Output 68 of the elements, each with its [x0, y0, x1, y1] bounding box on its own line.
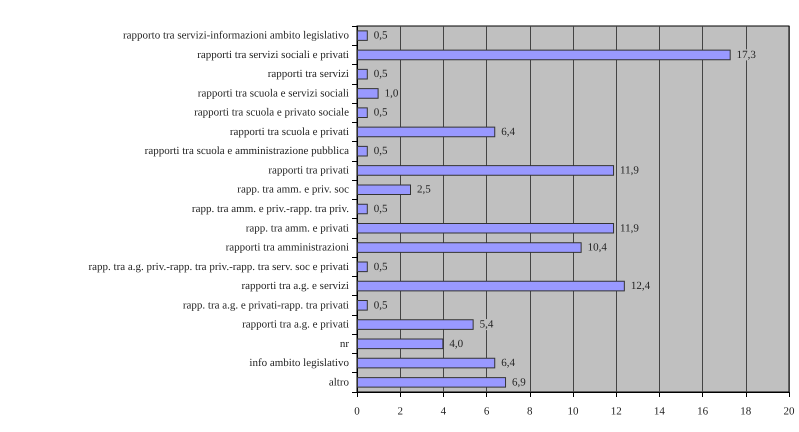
bar — [357, 261, 368, 272]
bar — [357, 338, 444, 350]
bar — [357, 204, 368, 214]
data-label: 11,9 — [620, 222, 640, 234]
bar — [357, 107, 368, 118]
data-label: 12,4 — [630, 280, 651, 292]
x-tick-label: 2 — [397, 406, 403, 418]
bar — [357, 358, 496, 368]
y-tick-label: rapp. tra amm. e privati — [246, 222, 349, 234]
data-label: 0,5 — [374, 30, 388, 42]
x-tick-label: 6 — [484, 406, 490, 418]
data-label: 11,9 — [620, 164, 640, 176]
bar — [357, 184, 411, 196]
data-label: 0,5 — [374, 68, 388, 80]
data-label: 10,4 — [588, 242, 608, 254]
x-tick-label: 12 — [610, 406, 622, 418]
data-label: 0,5 — [374, 203, 388, 215]
x-tick-label: 8 — [527, 406, 534, 418]
y-tick-label: rapporti tra a.g. e servizi — [241, 280, 349, 292]
y-tick-label: nr — [340, 338, 350, 350]
y-tick-label: rapporti tra scuola e servizi sociali — [198, 87, 349, 100]
x-tick-label: 18 — [740, 406, 752, 418]
bar — [357, 146, 368, 157]
x-tick-label: 4 — [440, 406, 447, 418]
data-label: 2,5 — [417, 184, 432, 196]
data-label: 17,3 — [736, 48, 756, 61]
y-tick-label: rapp. tra amm. e priv. soc — [237, 184, 350, 196]
data-label: 6,9 — [512, 376, 526, 388]
y-tick-label: rapp. tra a.g. priv.-rapp. tra priv.-rapp. tra serv. soc e privati — [88, 260, 349, 273]
data-label: 0,5 — [374, 106, 388, 119]
x-tick-label: 16 — [697, 406, 709, 418]
bar — [357, 30, 368, 41]
y-tick-label: info ambito legislativo — [249, 357, 350, 370]
x-tick-label: 0 — [354, 406, 360, 418]
y-tick-label: rapporti tra scuola e privato sociale — [194, 106, 350, 119]
bar — [357, 280, 625, 292]
bar — [357, 319, 474, 330]
y-tick-label: rapporti tra a.g. e privati — [242, 318, 349, 331]
data-label: 6,4 — [501, 126, 516, 138]
y-tick-label: rapp. tra amm. e priv.-rapp. tra priv. — [192, 203, 350, 215]
y-tick-label: rapporti tra amministrazioni — [226, 242, 349, 254]
bar — [357, 377, 506, 388]
bar — [357, 242, 582, 253]
bar — [357, 126, 496, 138]
bar — [357, 50, 731, 60]
bar — [357, 300, 368, 311]
data-label: 5,4 — [480, 318, 494, 331]
x-tick-label: 10 — [568, 406, 579, 418]
y-tick-label: rapporti tra scuola e privati — [230, 126, 349, 138]
y-tick-label: altro — [328, 376, 350, 388]
x-tick-label: 20 — [784, 406, 795, 418]
y-tick-label: rapporto tra servizi-informazioni ambito legislativo — [122, 30, 350, 42]
bar — [357, 68, 368, 80]
data-label: 4,0 — [449, 338, 464, 350]
data-label: 0,5 — [374, 299, 388, 312]
data-label: 6,4 — [501, 357, 516, 370]
data-label: 0,5 — [374, 145, 388, 158]
y-tick-label: rapporti tra servizi sociali e privati — [197, 48, 349, 61]
bar — [357, 88, 379, 99]
data-label: 1,0 — [384, 87, 399, 100]
bar — [357, 222, 614, 234]
y-tick-label: rapp. tra a.g. e privati-rapp. tra privati — [182, 299, 349, 312]
bar — [357, 165, 614, 176]
data-label: 0,5 — [374, 260, 388, 273]
y-tick-label: rapporti tra scuola e amministrazione pubblica — [144, 145, 350, 158]
x-tick-label: 14 — [654, 406, 666, 418]
y-tick-label: rapporti tra privati — [268, 164, 349, 176]
y-tick-label: rapporti tra servizi — [268, 68, 349, 80]
